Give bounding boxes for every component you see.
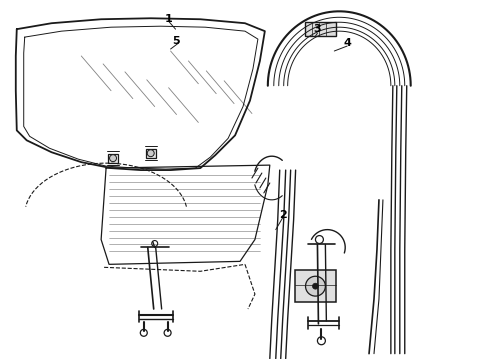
Circle shape [313, 283, 318, 289]
Text: 1: 1 [165, 14, 172, 24]
Circle shape [110, 155, 117, 162]
FancyBboxPatch shape [108, 154, 118, 163]
Text: 5: 5 [172, 36, 179, 46]
Circle shape [147, 150, 154, 157]
Text: 3: 3 [314, 24, 321, 34]
Text: 4: 4 [343, 38, 351, 48]
Bar [305, 22, 336, 36]
FancyBboxPatch shape [146, 149, 156, 158]
Circle shape [306, 276, 325, 296]
Text: 2: 2 [279, 210, 287, 220]
Bar [294, 270, 336, 302]
